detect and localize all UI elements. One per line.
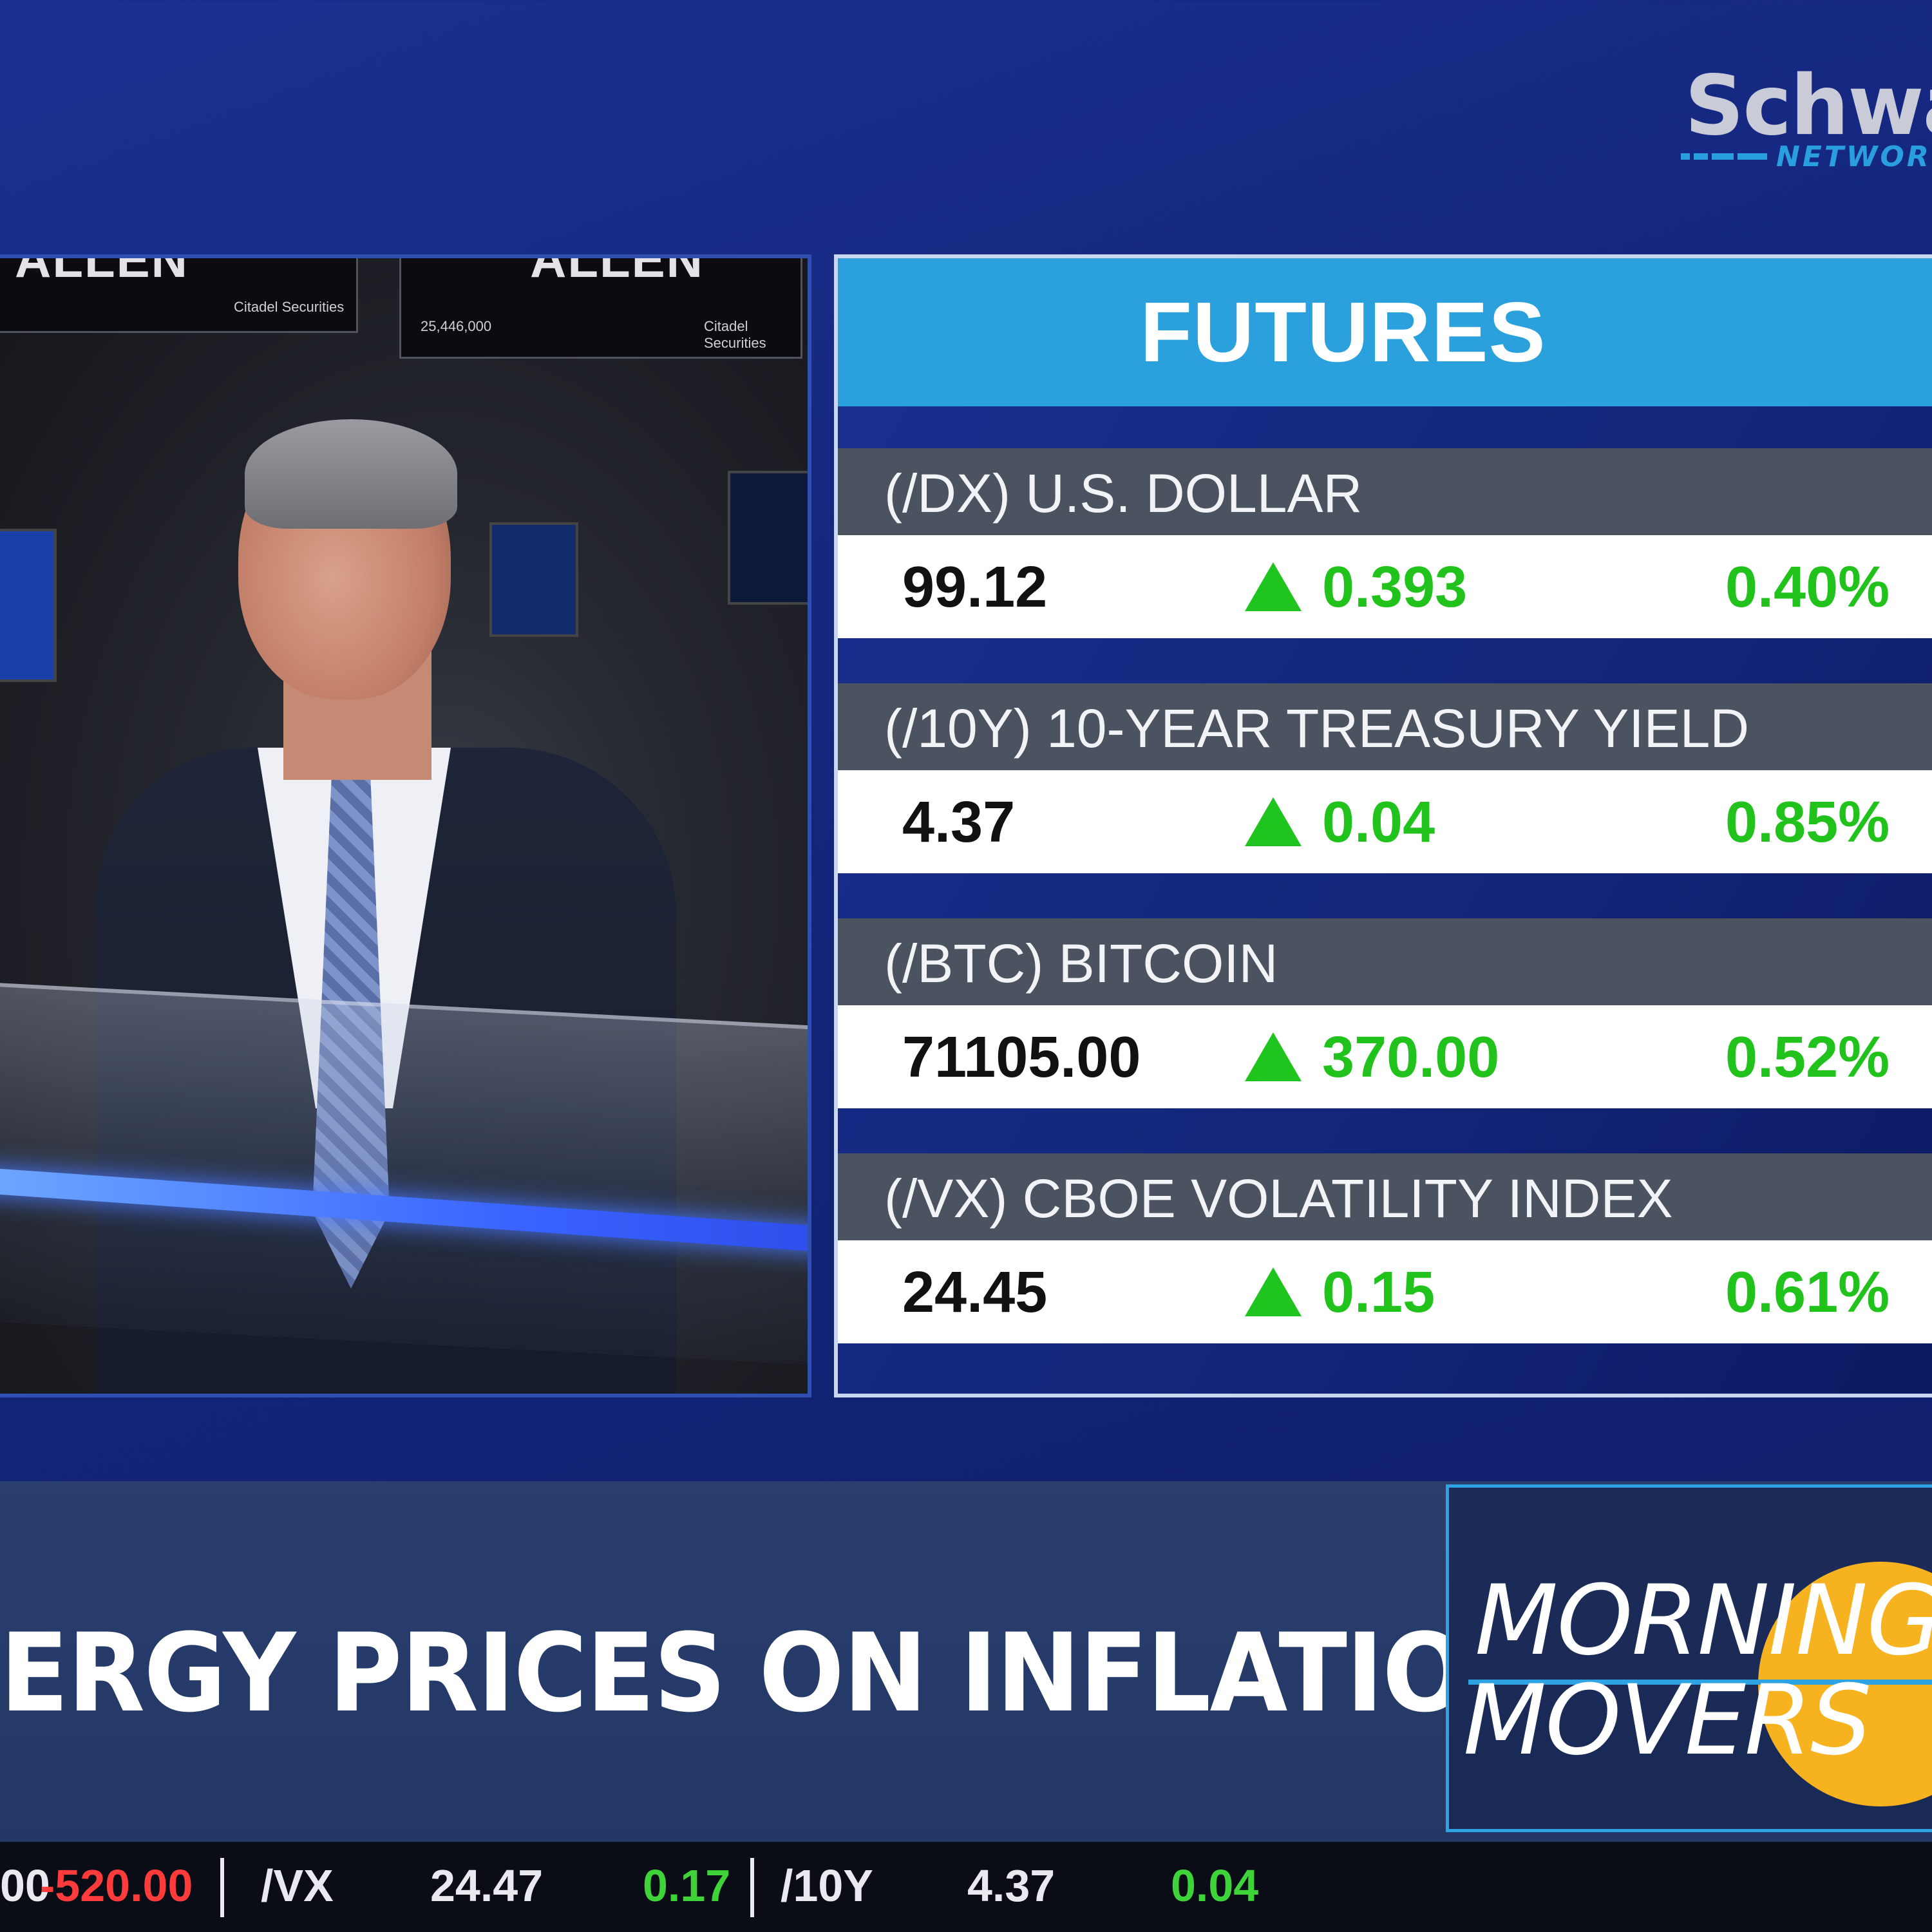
triangle-up-icon (1245, 797, 1302, 846)
video-feed: ALLEN Citadel Securities ALLEN 25,446,00… (0, 254, 811, 1397)
logo-network-text: NETWORK (1776, 140, 1932, 173)
futures-panel: FUTURES (/DX) U.S. DOLLAR 99.12 0.393 0.… (834, 254, 1932, 1397)
futures-row-label-bar: (/DX) U.S. DOLLAR (838, 448, 1932, 535)
studio-monitor (489, 522, 578, 637)
ticker-price: 24.47 (430, 1861, 544, 1911)
futures-percent: 0.61% (1725, 1260, 1890, 1325)
studio-sign-number: 25,446,000 (421, 318, 492, 334)
futures-change: 0.15 (1322, 1260, 1435, 1325)
futures-percent: 0.40% (1725, 555, 1890, 620)
show-logo-divider (1468, 1680, 1932, 1685)
futures-percent: 0.85% (1725, 790, 1890, 855)
futures-price: 24.45 (902, 1260, 1048, 1325)
schwab-network-logo: Schwab NETWORK (1681, 58, 1932, 180)
futures-row-values: 4.37 0.04 0.85% (838, 770, 1932, 873)
ticker-separator (750, 1858, 754, 1917)
studio-sign-text: ALLEN (15, 254, 189, 288)
studio-sign: ALLEN 25,446,000 Citadel Securities (399, 254, 802, 359)
futures-price: 4.37 (902, 790, 1016, 855)
logo-wordmark: Schwab (1685, 58, 1932, 154)
lower-third: ERGY PRICES ON INFLATION MORNING MOVERS (0, 1481, 1932, 1842)
triangle-up-icon (1245, 1267, 1302, 1316)
futures-header (838, 258, 1932, 406)
futures-row-label: (/BTC) BITCOIN (884, 933, 1278, 994)
show-title-line1: MORNING (1475, 1565, 1932, 1677)
futures-row-label-bar: (/BTC) BITCOIN (838, 918, 1932, 1005)
futures-percent: 0.52% (1725, 1025, 1890, 1090)
futures-change: 370.00 (1322, 1025, 1500, 1090)
futures-row-label-bar: (/VX) CBOE VOLATILITY INDEX (838, 1153, 1932, 1240)
futures-row-values: 71105.00 370.00 0.52% (838, 1005, 1932, 1108)
futures-title: FUTURES (1140, 285, 1546, 379)
triangle-up-icon (1245, 562, 1302, 611)
headline-text: ERGY PRICES ON INFLATION (0, 1610, 1551, 1736)
futures-row-label-bar: (/10Y) 10-YEAR TREASURY YIELD (838, 683, 1932, 770)
ticker-price: 00 (0, 1861, 50, 1911)
ticker-change: 0.17 (643, 1861, 731, 1911)
futures-change: 0.393 (1322, 555, 1468, 620)
futures-row-values: 24.45 0.15 0.61% (838, 1240, 1932, 1343)
futures-price: 71105.00 (902, 1025, 1141, 1090)
futures-change: 0.04 (1322, 790, 1435, 855)
futures-price: 99.12 (902, 555, 1048, 620)
ticker-price: 4.37 (967, 1861, 1056, 1911)
ticker-change: 0.04 (1171, 1861, 1259, 1911)
futures-row-label: (/10Y) 10-YEAR TREASURY YIELD (884, 698, 1750, 759)
ticker-symbol: /10Y (781, 1861, 873, 1911)
triangle-up-icon (1245, 1032, 1302, 1081)
futures-row-values: 99.12 0.393 0.40% (838, 535, 1932, 638)
studio-sign-small: Citadel Securities (704, 318, 766, 351)
studio-monitor (728, 471, 808, 605)
futures-row-label: (/VX) CBOE VOLATILITY INDEX (884, 1168, 1673, 1229)
presenter-hair (245, 419, 457, 529)
studio-monitor (0, 529, 57, 682)
logo-dashes-icon (1681, 153, 1767, 160)
studio-sign: ALLEN Citadel Securities (0, 254, 358, 333)
show-title-line2: MOVERS (1463, 1665, 1871, 1777)
show-logo-box: MORNING MOVERS (1446, 1484, 1932, 1832)
ticker-bar: 00 -520.00 /VX 24.47 0.17 /10Y 4.37 0.04 (0, 1842, 1932, 1932)
glass-desk (0, 981, 808, 1368)
ticker-symbol: /VX (261, 1861, 334, 1911)
logo-network-line: NETWORK (1681, 140, 1932, 173)
ticker-change: -520.00 (40, 1861, 193, 1911)
studio-sign-small: Citadel Securities (234, 299, 345, 315)
studio-sign-text: ALLEN (530, 254, 704, 288)
futures-row-label: (/DX) U.S. DOLLAR (884, 463, 1363, 524)
ticker-separator (220, 1858, 224, 1917)
